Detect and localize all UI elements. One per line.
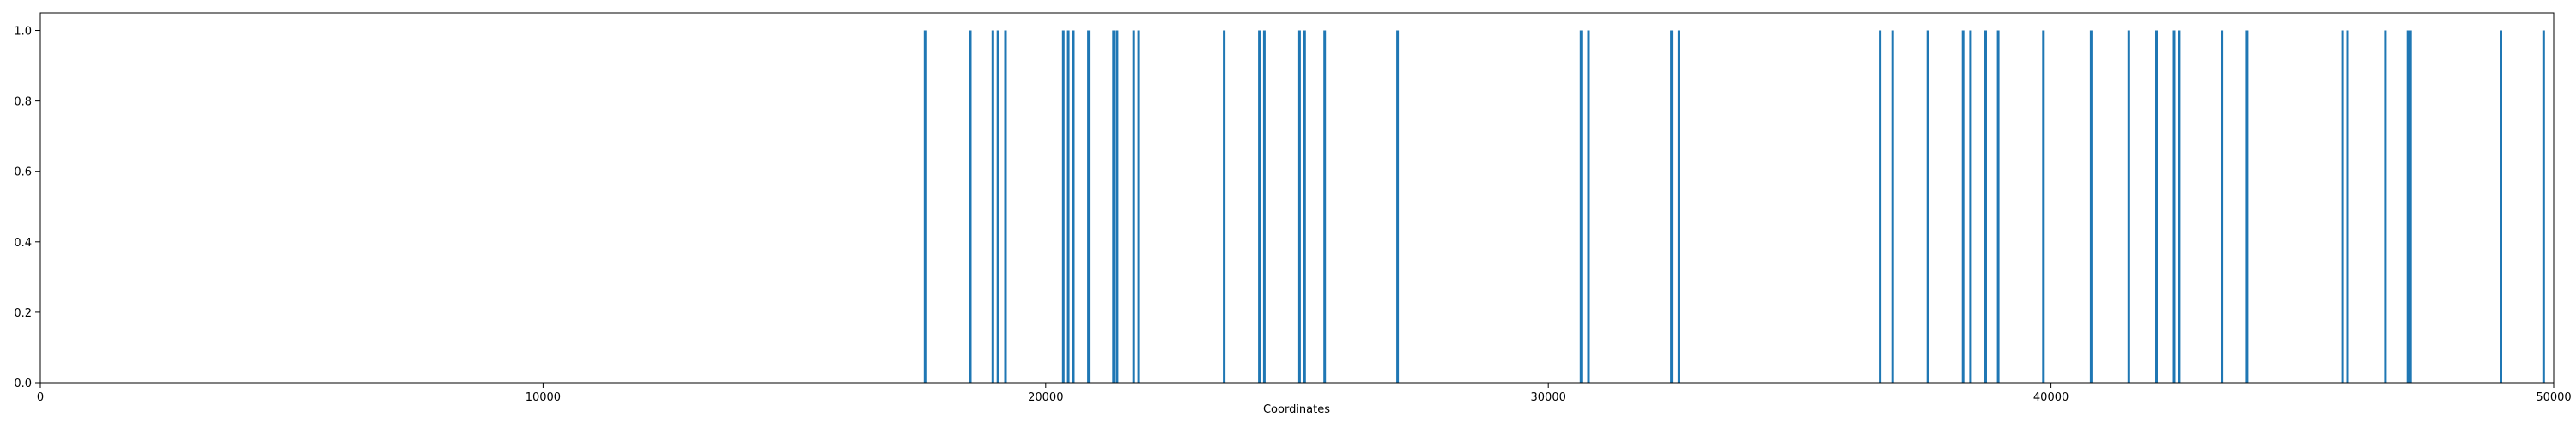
bar (1677, 30, 1680, 383)
bar (1879, 30, 1882, 383)
bar (2384, 30, 2387, 383)
x-tick-label: 20000 (1028, 391, 1063, 404)
bar (2155, 30, 2158, 383)
bar (1258, 30, 1261, 383)
bar (2221, 30, 2224, 383)
x-tick-label: 40000 (2033, 391, 2069, 404)
bar (2172, 30, 2176, 383)
bar (1223, 30, 1226, 383)
bar (2500, 30, 2502, 383)
y-axis: 0.0 0.2 0.4 0.6 0.8 1.0 (14, 26, 40, 390)
bar (2346, 30, 2349, 383)
bar (2542, 30, 2545, 383)
bar (1891, 30, 1894, 383)
x-tick-label: 0 (37, 391, 44, 404)
bar (1132, 30, 1135, 383)
bar (1587, 30, 1590, 383)
bar (1262, 30, 1266, 383)
x-axis-label: Coordinates (1263, 403, 1330, 416)
bar (2178, 30, 2181, 383)
bar (2245, 30, 2249, 383)
bar (969, 30, 972, 383)
bar (2409, 30, 2412, 383)
bar (1323, 30, 1327, 383)
bar (2406, 30, 2409, 383)
bar (1087, 30, 1091, 383)
bar (1961, 30, 1965, 383)
bar (1297, 30, 1301, 383)
y-tick-label: 0.4 (14, 237, 32, 250)
y-tick-label: 1.0 (14, 26, 32, 39)
x-tick-label: 50000 (2536, 391, 2571, 404)
bar (1984, 30, 1987, 383)
bar (2089, 30, 2093, 383)
bar (1072, 30, 1075, 383)
y-tick-label: 0.6 (14, 166, 32, 179)
bar (1115, 30, 1119, 383)
bar (2042, 30, 2045, 383)
bar (1066, 30, 1070, 383)
bar (1396, 30, 1400, 383)
bar (1579, 30, 1583, 383)
bar (1137, 30, 1140, 383)
x-tick-label: 30000 (1531, 391, 1566, 404)
bars-group (923, 30, 2545, 383)
bar (1004, 30, 1007, 383)
x-axis: 0 10000 20000 30000 40000 50000 (37, 383, 2572, 404)
bar (1112, 30, 1115, 383)
bar (1969, 30, 1972, 383)
bar (2127, 30, 2130, 383)
bar (1061, 30, 1065, 383)
bar (1996, 30, 2000, 383)
x-tick-label: 10000 (526, 391, 561, 404)
bar (2341, 30, 2344, 383)
bar (1926, 30, 1929, 383)
plot-frame (39, 12, 2555, 384)
y-tick-label: 0.8 (14, 96, 32, 109)
bar (1670, 30, 1674, 383)
y-tick-label: 0.0 (14, 378, 32, 390)
bar (1303, 30, 1306, 383)
bar (996, 30, 999, 383)
y-tick-label: 0.2 (14, 307, 32, 320)
bar (991, 30, 994, 383)
bar (923, 30, 927, 383)
